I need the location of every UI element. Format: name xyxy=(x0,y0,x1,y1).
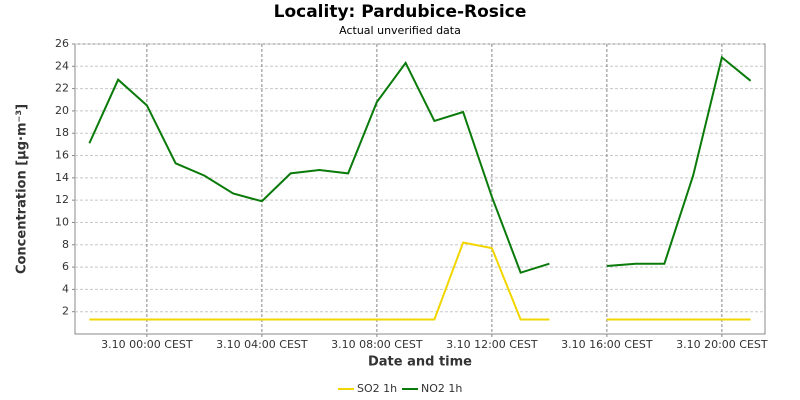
y-tick-label: 14 xyxy=(55,171,69,184)
y-tick-label: 22 xyxy=(55,82,69,95)
y-tick-label: 26 xyxy=(55,37,69,50)
data-line xyxy=(89,241,751,321)
x-tick-label: 3.10 16:00 CEST xyxy=(561,338,653,351)
legend-label: NO2 1h xyxy=(421,382,462,395)
x-tick-label: 3.10 00:00 CEST xyxy=(101,338,193,351)
y-tick-label: 6 xyxy=(62,260,69,273)
y-tick-label: 12 xyxy=(55,193,69,206)
y-tick-label: 2 xyxy=(62,305,69,318)
y-tick-label: 24 xyxy=(55,59,69,72)
chart-subtitle: Actual unverified data xyxy=(339,24,461,37)
y-tick-label: 16 xyxy=(55,149,69,162)
y-tick-label: 8 xyxy=(62,238,69,251)
chart-title: Locality: Pardubice-Rosice xyxy=(274,2,527,22)
y-tick-label: 4 xyxy=(62,282,69,295)
legend-label: SO2 1h xyxy=(357,382,397,395)
x-tick-label: 3.10 04:00 CEST xyxy=(216,338,308,351)
y-tick-label: 20 xyxy=(55,104,69,117)
x-tick-label: 3.10 08:00 CEST xyxy=(331,338,423,351)
data-line xyxy=(88,55,752,274)
y-axis-label: Concentration [µg·m⁻³] xyxy=(15,104,30,274)
y-tick-label: 18 xyxy=(55,126,69,139)
x-tick-label: 3.10 12:00 CEST xyxy=(446,338,538,351)
plot-area xyxy=(74,43,766,335)
y-tick-label: 10 xyxy=(55,215,69,228)
x-axis-label: Date and time xyxy=(368,355,472,370)
x-tick-label: 3.10 20:00 CEST xyxy=(676,338,768,351)
